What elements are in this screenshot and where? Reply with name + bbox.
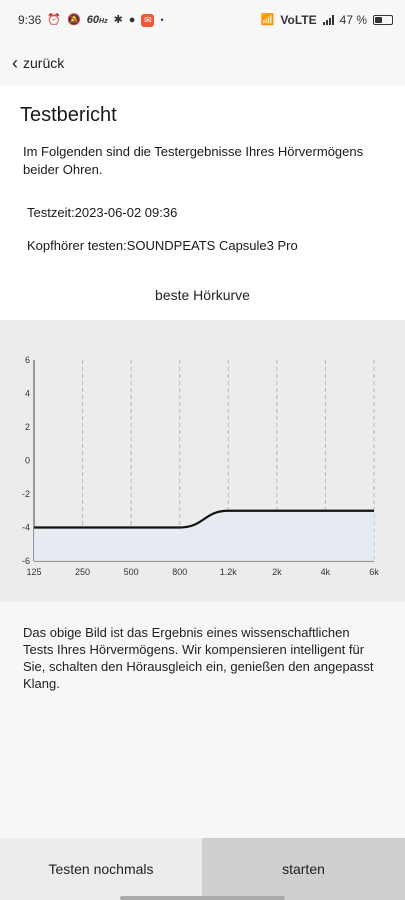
chevron-left-icon: ‹ [12,53,18,73]
x-tick-label: 250 [75,567,90,577]
more-dot-icon: • [160,14,164,25]
chart-title: beste Hörkurve [155,287,250,303]
y-tick-label: 6 [25,355,30,365]
y-tick-label: 2 [25,422,30,432]
status-left: 9:36 ⏰ 🔕 60Hz ✱ ● ✉ • [18,13,164,27]
page-title: Testbericht [20,104,117,126]
y-tick-label: 4 [25,389,30,399]
x-tick-label: 6k [369,567,379,577]
y-tick-label: -6 [22,556,30,566]
back-button[interactable]: ‹ zurück [0,40,405,86]
bluetooth-icon: ✱ [113,13,123,26]
x-tick-label: 125 [26,567,41,577]
retest-button[interactable]: Testen nochmals [0,838,202,900]
refresh-rate: 60Hz [86,14,108,26]
result-description: Das obige Bild ist das Ergebnis eines wi… [23,625,374,691]
x-tick-label: 500 [124,567,139,577]
hearing-curve-chart: 6 4 2 0 -2 -4 -6 125 250 500 800 1.2k 2k 4k 6k [0,320,405,602]
x-tick-label: 1.2k [220,567,238,577]
y-tick-label: 0 [25,456,30,466]
bottom-bar: Testen nochmals starten [0,838,405,900]
network-label: VoLTE [280,13,317,27]
x-tick-label: 800 [172,567,187,577]
report-card: Testbericht Im Folgenden sind die Tester… [0,86,405,320]
status-bar: 9:36 ⏰ 🔕 60Hz ✱ ● ✉ • 📶 VoLTE 47 % [0,0,405,40]
curve-fill [34,510,374,561]
intro-text: Im Folgenden sind die Testergebnisse Ihr… [23,144,364,177]
battery-fill [375,17,382,23]
start-button[interactable]: starten [202,838,405,900]
battery-percent: 47 % [339,13,367,27]
mute-icon: 🔕 [67,13,81,26]
test-time: Testzeit:2023-06-02 09:36 [27,205,178,220]
back-label: zurück [23,55,65,71]
y-tick-label: -4 [22,523,30,533]
headphones-label: Kopfhörer testen:SOUNDPEATS Capsule3 Pro [27,238,298,253]
x-tick-label: 2k [272,567,282,577]
mail-app-icon: ✉ [141,13,155,27]
home-indicator[interactable] [120,896,285,900]
hearing-curve-line [34,509,374,529]
wifi-icon: 📶 [260,13,275,26]
signal-icon [322,15,334,25]
alarm-icon: ⏰ [47,13,62,26]
app-notification-icon: ● [128,13,136,26]
status-time: 9:36 [18,13,42,27]
battery-icon [373,15,393,25]
y-tick-label: -2 [22,489,30,499]
x-tick-label: 4k [321,567,331,577]
status-right: 📶 VoLTE 47 % [261,13,393,27]
